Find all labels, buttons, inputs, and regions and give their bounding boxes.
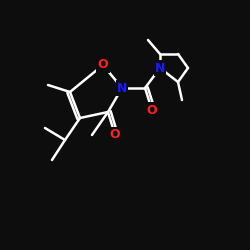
Text: O: O	[98, 58, 108, 71]
Text: O: O	[110, 128, 120, 141]
Text: O: O	[147, 104, 157, 117]
Text: N: N	[155, 62, 165, 74]
Text: N: N	[117, 82, 127, 94]
